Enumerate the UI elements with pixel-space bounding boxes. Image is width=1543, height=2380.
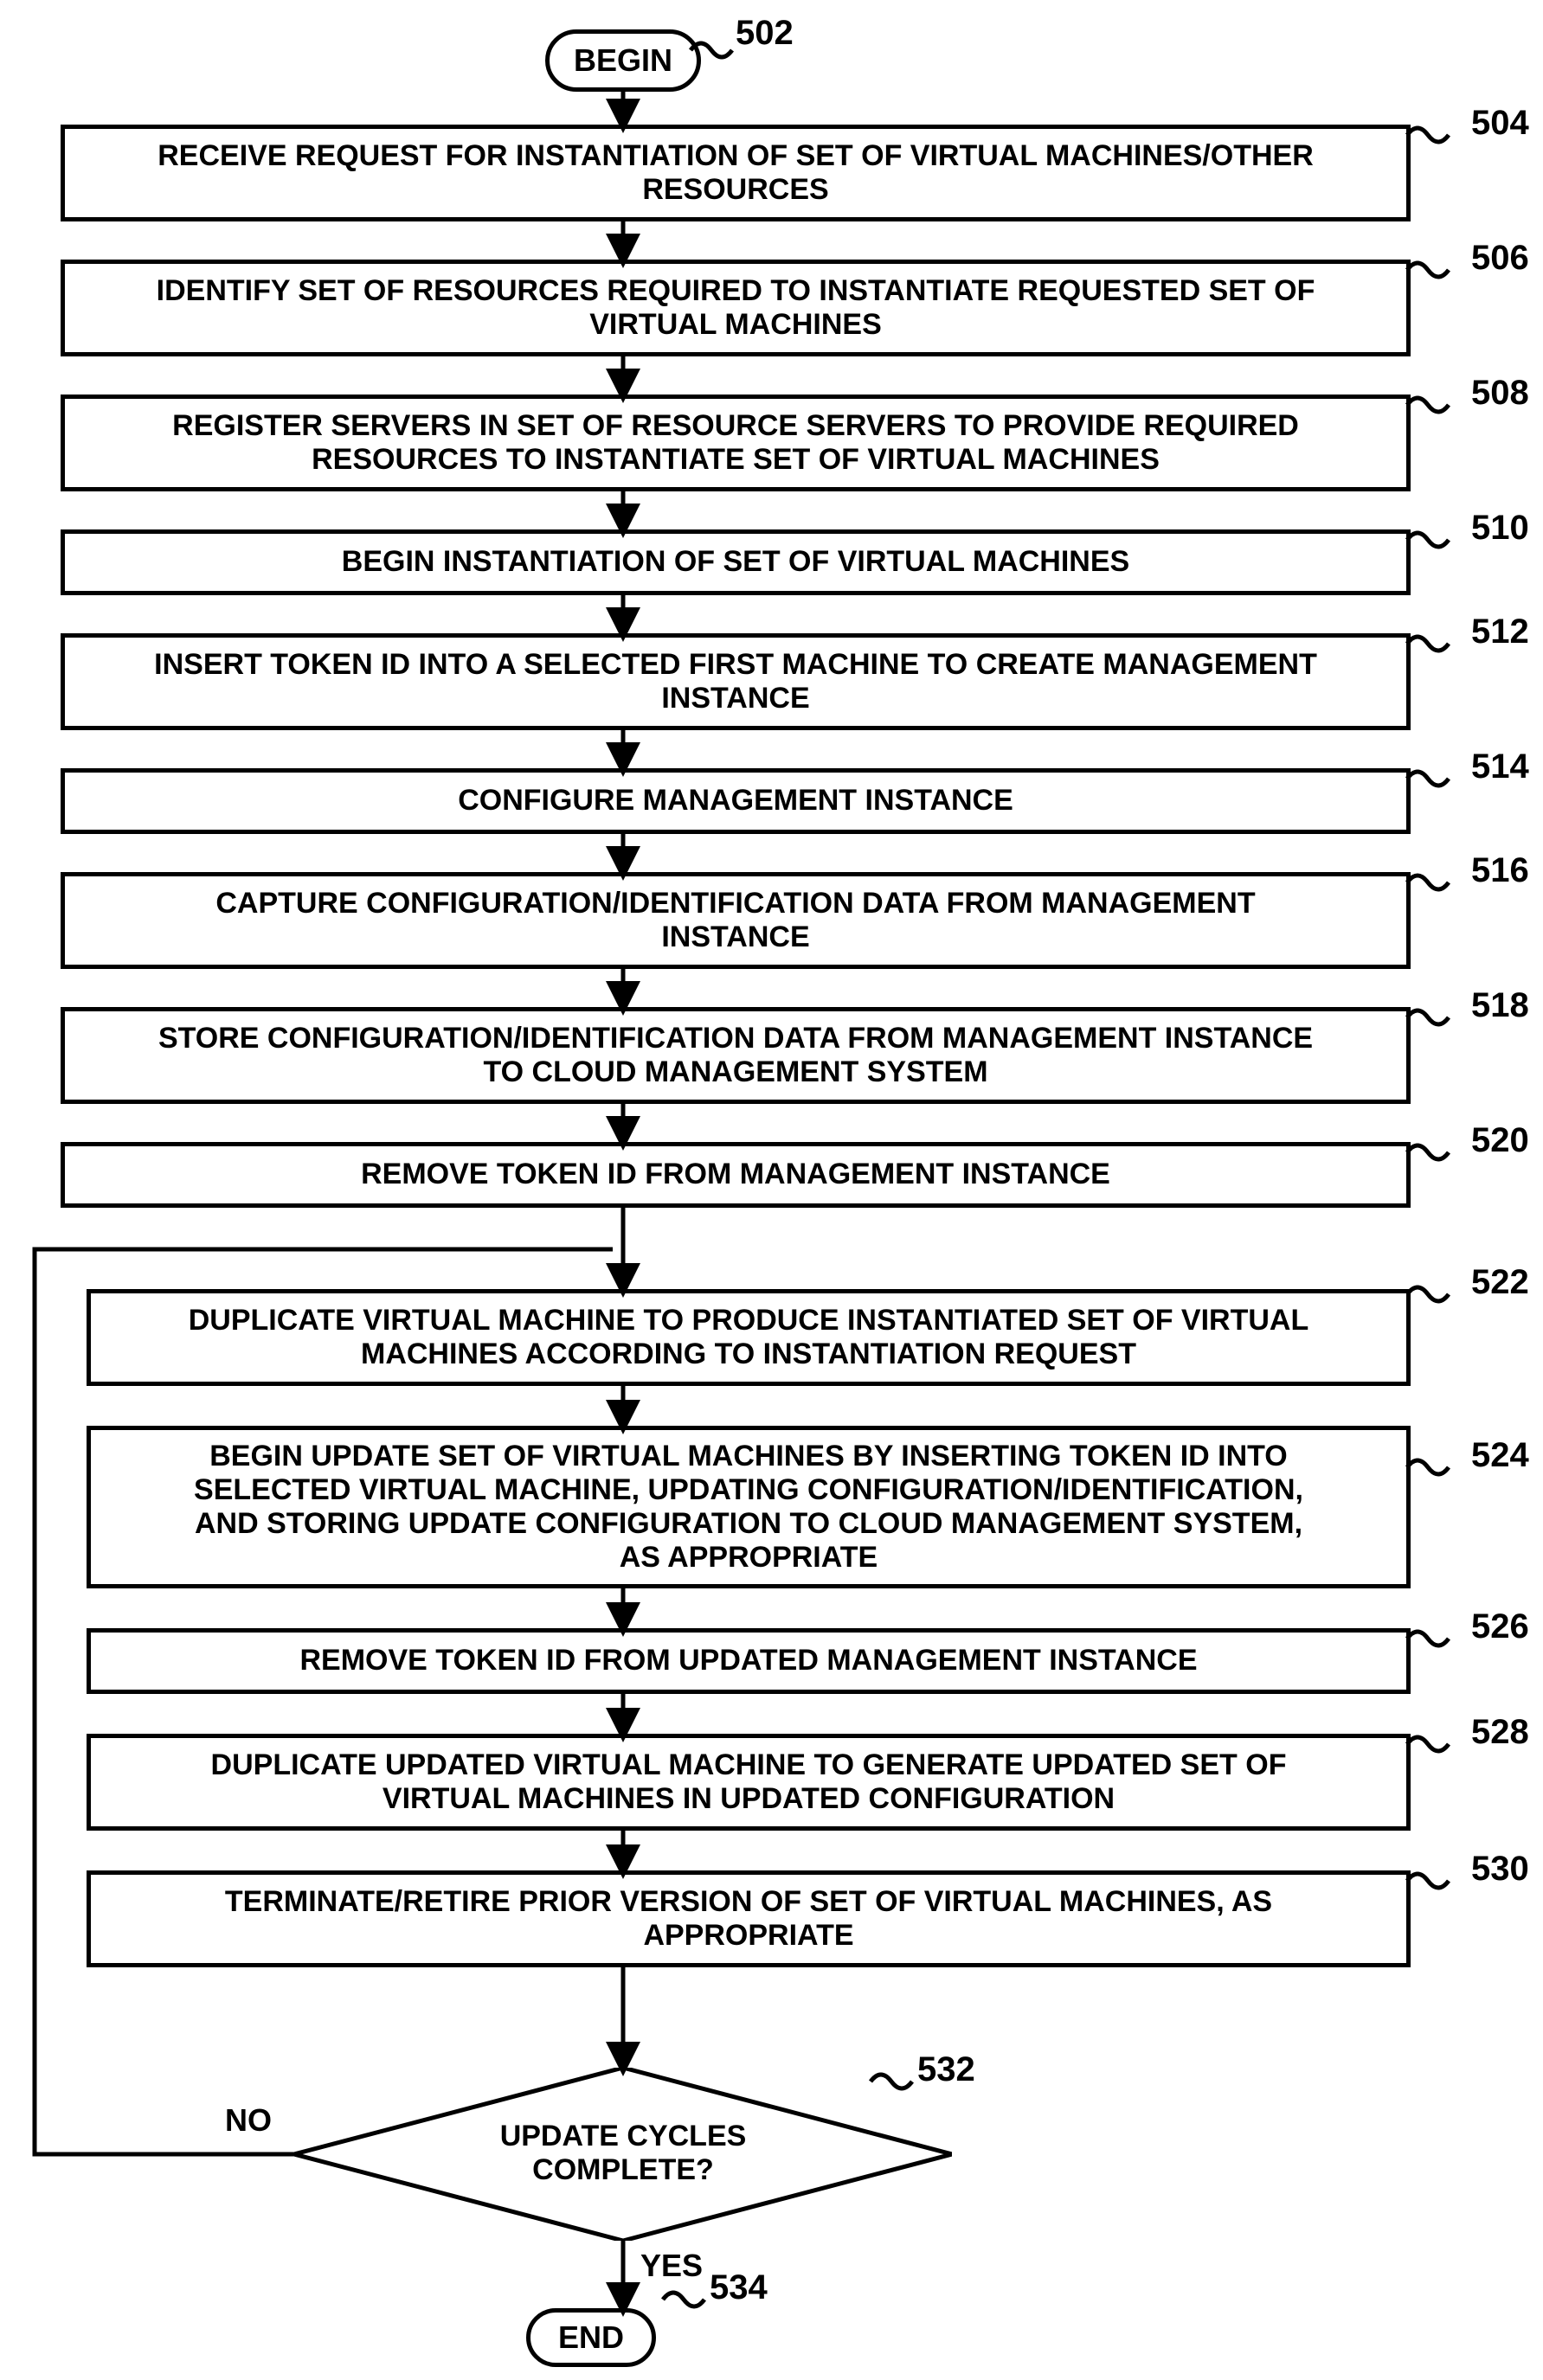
step-506-line-0: IDENTIFY SET OF RESOURCES REQUIRED TO IN… <box>157 274 1315 307</box>
step-504-line-1: RESOURCES <box>642 173 828 206</box>
step-520-line-0: REMOVE TOKEN ID FROM MANAGEMENT INSTANCE <box>361 1158 1110 1190</box>
tilde-connector-16 <box>659 2282 708 2324</box>
step-516: CAPTURE CONFIGURATION/IDENTIFICATION DAT… <box>61 872 1411 969</box>
ref-510: 510 <box>1471 509 1529 548</box>
ref-522: 522 <box>1471 1263 1529 1302</box>
step-508-line-1: RESOURCES TO INSTANTIATE SET OF VIRTUAL … <box>312 443 1160 476</box>
ref-504: 504 <box>1471 104 1529 143</box>
step-530-line-1: APPROPRIATE <box>643 1919 853 1952</box>
step-504-line-0: RECEIVE REQUEST FOR INSTANTIATION OF SET… <box>158 139 1314 172</box>
ref-502: 502 <box>736 14 794 53</box>
step-text-514: CONFIGURE MANAGEMENT INSTANCE <box>458 784 1013 818</box>
step-518-line-1: TO CLOUD MANAGEMENT SYSTEM <box>483 1055 987 1088</box>
step-text-510: BEGIN INSTANTIATION OF SET OF VIRTUAL MA… <box>342 545 1129 579</box>
step-528: DUPLICATE UPDATED VIRTUAL MACHINE TO GEN… <box>87 1734 1411 1831</box>
ref-526: 526 <box>1471 1607 1529 1646</box>
ref-506: 506 <box>1471 239 1529 278</box>
step-524-line-0: BEGIN UPDATE SET OF VIRTUAL MACHINES BY … <box>209 1440 1288 1472</box>
ref-524: 524 <box>1471 1436 1529 1475</box>
step-text-524: BEGIN UPDATE SET OF VIRTUAL MACHINES BY … <box>194 1440 1303 1575</box>
tilde-connector-4 <box>1404 523 1452 564</box>
ref-518: 518 <box>1471 986 1529 1025</box>
step-514: CONFIGURE MANAGEMENT INSTANCE <box>61 768 1411 834</box>
step-518: STORE CONFIGURATION/IDENTIFICATION DATA … <box>61 1007 1411 1104</box>
step-508-line-0: REGISTER SERVERS IN SET OF RESOURCE SERV… <box>172 409 1299 442</box>
step-524-line-2: AND STORING UPDATE CONFIGURATION TO CLOU… <box>195 1507 1302 1540</box>
ref-534: 534 <box>710 2268 768 2307</box>
tilde-connector-3 <box>1404 388 1452 429</box>
step-530: TERMINATE/RETIRE PRIOR VERSION OF SET OF… <box>87 1870 1411 1967</box>
step-512-line-1: INSTANCE <box>661 682 809 715</box>
end-label: END <box>558 2319 624 2356</box>
tilde-connector-9 <box>1404 1135 1452 1177</box>
step-510-line-0: BEGIN INSTANTIATION OF SET OF VIRTUAL MA… <box>342 545 1129 578</box>
tilde-connector-14 <box>1404 1864 1452 1905</box>
ref-520: 520 <box>1471 1121 1529 1160</box>
yes-label: YES <box>640 2248 703 2284</box>
step-text-518: STORE CONFIGURATION/IDENTIFICATION DATA … <box>158 1022 1313 1089</box>
tilde-connector-6 <box>1404 761 1452 803</box>
step-text-516: CAPTURE CONFIGURATION/IDENTIFICATION DAT… <box>215 887 1255 954</box>
step-524: BEGIN UPDATE SET OF VIRTUAL MACHINES BY … <box>87 1426 1411 1588</box>
tilde-connector-12 <box>1404 1621 1452 1663</box>
step-512: INSERT TOKEN ID INTO A SELECTED FIRST MA… <box>61 633 1411 730</box>
step-526: REMOVE TOKEN ID FROM UPDATED MANAGEMENT … <box>87 1628 1411 1694</box>
tilde-connector-8 <box>1404 1000 1452 1042</box>
step-text-520: REMOVE TOKEN ID FROM MANAGEMENT INSTANCE <box>361 1158 1110 1191</box>
decision-text: UPDATE CYCLES COMPLETE? <box>450 2120 796 2187</box>
step-508: REGISTER SERVERS IN SET OF RESOURCE SERV… <box>61 395 1411 491</box>
step-506-line-1: VIRTUAL MACHINES <box>589 308 882 341</box>
tilde-connector-1 <box>1404 118 1452 159</box>
begin-label: BEGIN <box>574 42 672 79</box>
ref-508: 508 <box>1471 374 1529 413</box>
decision-line1: UPDATE CYCLES <box>500 2120 747 2152</box>
begin-terminator: BEGIN <box>545 29 701 92</box>
no-label: NO <box>225 2102 272 2139</box>
step-522-line-1: MACHINES ACCORDING TO INSTANTIATION REQU… <box>361 1338 1136 1370</box>
step-text-526: REMOVE TOKEN ID FROM UPDATED MANAGEMENT … <box>299 1644 1197 1678</box>
step-text-522: DUPLICATE VIRTUAL MACHINE TO PRODUCE INS… <box>189 1304 1309 1371</box>
step-528-line-1: VIRTUAL MACHINES IN UPDATED CONFIGURATIO… <box>383 1782 1115 1815</box>
tilde-connector-5 <box>1404 626 1452 668</box>
step-512-line-0: INSERT TOKEN ID INTO A SELECTED FIRST MA… <box>154 648 1317 681</box>
step-text-512: INSERT TOKEN ID INTO A SELECTED FIRST MA… <box>154 648 1317 715</box>
step-504: RECEIVE REQUEST FOR INSTANTIATION OF SET… <box>61 125 1411 221</box>
tilde-connector-11 <box>1404 1450 1452 1492</box>
step-510: BEGIN INSTANTIATION OF SET OF VIRTUAL MA… <box>61 529 1411 595</box>
ref-516: 516 <box>1471 851 1529 890</box>
decision-line2: COMPLETE? <box>532 2153 714 2186</box>
tilde-connector-7 <box>1404 865 1452 907</box>
step-514-line-0: CONFIGURE MANAGEMENT INSTANCE <box>458 784 1013 817</box>
step-text-506: IDENTIFY SET OF RESOURCES REQUIRED TO IN… <box>157 274 1315 342</box>
ref-532: 532 <box>917 2050 975 2089</box>
ref-512: 512 <box>1471 613 1529 651</box>
step-text-508: REGISTER SERVERS IN SET OF RESOURCE SERV… <box>172 409 1299 477</box>
flowchart-canvas: BEGIN 502 END 534 RECEIVE REQUEST FOR IN… <box>0 0 1543 2380</box>
tilde-connector-10 <box>1404 1277 1452 1318</box>
step-522-line-0: DUPLICATE VIRTUAL MACHINE TO PRODUCE INS… <box>189 1304 1309 1337</box>
step-518-line-0: STORE CONFIGURATION/IDENTIFICATION DATA … <box>158 1022 1313 1055</box>
ref-514: 514 <box>1471 747 1529 786</box>
step-520: REMOVE TOKEN ID FROM MANAGEMENT INSTANCE <box>61 1142 1411 1208</box>
step-522: DUPLICATE VIRTUAL MACHINE TO PRODUCE INS… <box>87 1289 1411 1386</box>
step-524-line-3: AS APPROPRIATE <box>620 1541 878 1574</box>
step-528-line-0: DUPLICATE UPDATED VIRTUAL MACHINE TO GEN… <box>211 1748 1287 1781</box>
step-506: IDENTIFY SET OF RESOURCES REQUIRED TO IN… <box>61 260 1411 356</box>
step-text-530: TERMINATE/RETIRE PRIOR VERSION OF SET OF… <box>225 1885 1272 1953</box>
step-526-line-0: REMOVE TOKEN ID FROM UPDATED MANAGEMENT … <box>299 1644 1197 1677</box>
step-530-line-0: TERMINATE/RETIRE PRIOR VERSION OF SET OF… <box>225 1885 1272 1918</box>
end-terminator: END <box>526 2308 656 2367</box>
ref-530: 530 <box>1471 1850 1529 1889</box>
ref-528: 528 <box>1471 1713 1529 1752</box>
step-text-504: RECEIVE REQUEST FOR INSTANTIATION OF SET… <box>158 139 1314 207</box>
step-text-528: DUPLICATE UPDATED VIRTUAL MACHINE TO GEN… <box>211 1748 1287 1816</box>
tilde-connector-2 <box>1404 253 1452 294</box>
step-524-line-1: SELECTED VIRTUAL MACHINE, UPDATING CONFI… <box>194 1473 1303 1506</box>
step-516-line-0: CAPTURE CONFIGURATION/IDENTIFICATION DAT… <box>215 887 1255 920</box>
tilde-connector-13 <box>1404 1727 1452 1768</box>
step-516-line-1: INSTANCE <box>661 921 809 953</box>
